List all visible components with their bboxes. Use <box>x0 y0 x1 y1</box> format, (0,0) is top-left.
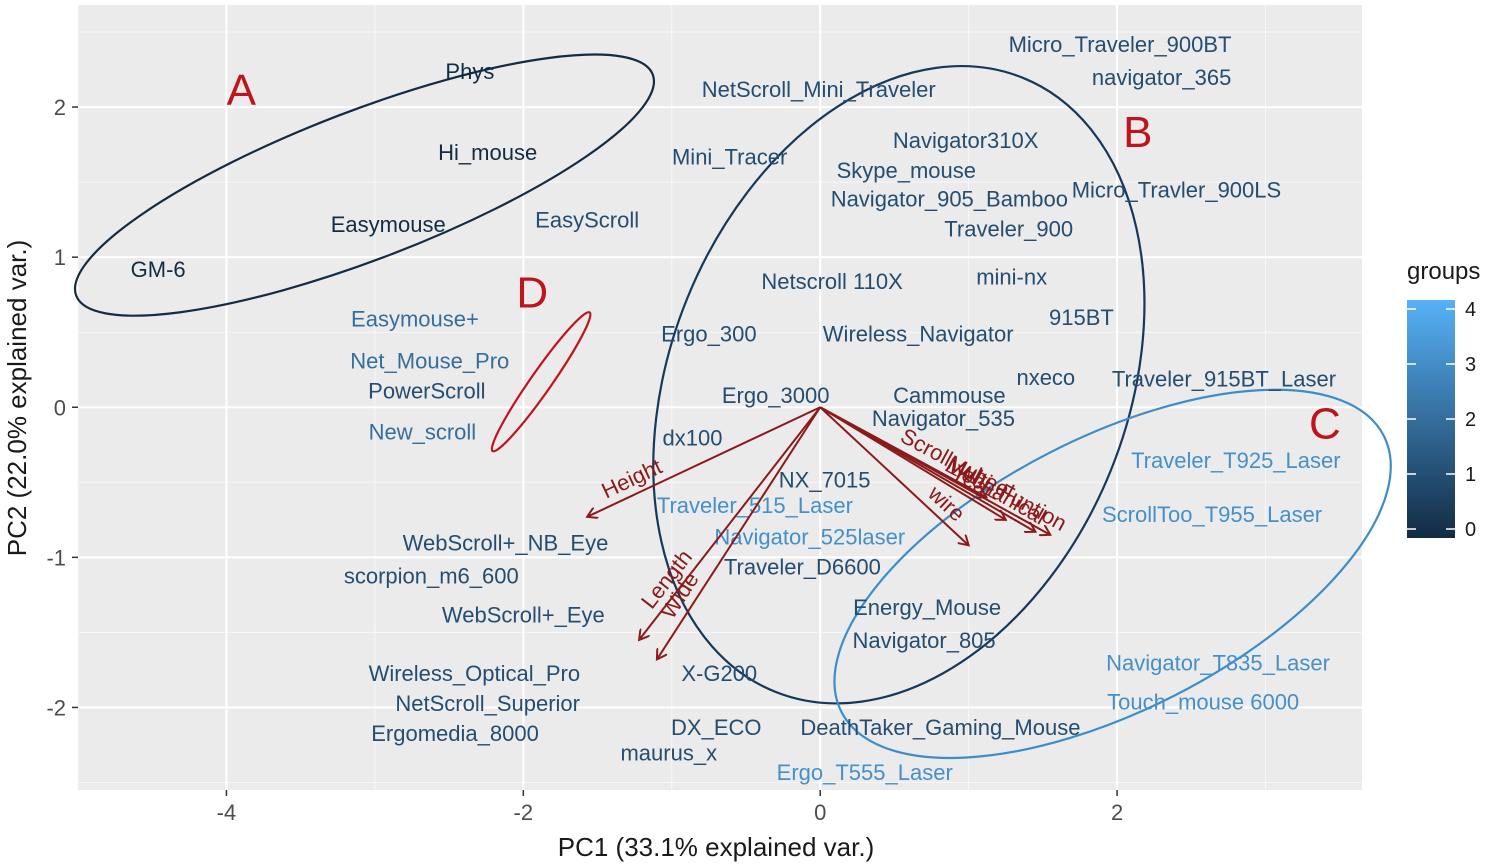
loading-arrow <box>657 406 822 659</box>
point-label: navigator_365 <box>1092 65 1231 90</box>
cluster-letter-c: C <box>1309 399 1341 448</box>
point-label: Easymouse+ <box>351 307 479 332</box>
point-label: mini-nx <box>976 265 1047 290</box>
legend-ticks: 0 1 2 3 4 <box>1407 299 1476 541</box>
point-label: Navigator_T835_Laser <box>1106 650 1330 675</box>
point-label: Navigator_905_Bamboo <box>831 187 1068 212</box>
axes: -4 -2 0 2 -2 -1 0 1 2 <box>46 95 1123 825</box>
plot-panel <box>78 5 1362 790</box>
loading-arrow <box>819 406 968 545</box>
point-label: Energy_Mouse <box>853 595 1001 620</box>
point-label: Cammouse <box>893 383 1005 408</box>
point-label: DeathTaker_Gaming_Mouse <box>800 715 1080 740</box>
point-label: Ergo_T555_Laser <box>777 760 953 785</box>
x-axis-title: PC1 (33.1% explained var.) <box>558 832 875 862</box>
legend-tick-label: 4 <box>1465 299 1476 321</box>
point-label: Navigator_805 <box>853 628 996 653</box>
point-label: WebScroll+_Eye <box>442 602 605 627</box>
loading-arrow <box>819 406 1050 535</box>
point-label: Traveler_900 <box>944 217 1073 242</box>
cluster-letter-b: B <box>1123 108 1152 157</box>
point-label: Navigator_525laser <box>714 524 905 549</box>
y-tick-label: -2 <box>46 695 66 720</box>
cluster-letter-d: D <box>516 269 548 318</box>
cluster-ellipse-a <box>73 53 656 317</box>
x-tick-label: 2 <box>1111 800 1123 825</box>
x-tick-label: -4 <box>217 800 237 825</box>
point-label: Navigator310X <box>893 128 1039 153</box>
point-label: Wireless_Optical_Pro <box>369 661 581 686</box>
cluster-ellipses <box>73 53 1392 760</box>
y-tick-label: -1 <box>46 545 66 570</box>
legend-tick-label: 1 <box>1465 464 1476 486</box>
legend: groups 0 1 2 3 4 <box>1407 258 1480 541</box>
point-label: Easymouse <box>331 212 446 237</box>
point-label: NX_7015 <box>779 467 871 492</box>
loading-arrow <box>639 406 821 640</box>
legend-title: groups <box>1407 258 1480 285</box>
point-label: 915BT <box>1049 305 1114 330</box>
point-label: New_scroll <box>369 419 477 444</box>
point-label: X-G200 <box>681 661 757 686</box>
point-label: Ergo_3000 <box>722 383 830 408</box>
point-label: Traveler_D6600 <box>724 554 881 579</box>
y-axis-title: PC2 (22.0% explained var.) <box>2 240 32 557</box>
point-label: DX_ECO <box>671 715 761 740</box>
point-label: Ergomedia_8000 <box>371 721 539 746</box>
point-label: scorpion_m6_600 <box>344 563 519 588</box>
point-label: NetScroll_Mini_Traveler <box>702 77 936 102</box>
point-label: NetScroll_Superior <box>395 691 580 716</box>
point-label: Traveler_515_Laser <box>657 493 853 518</box>
point-label: ScrollToo_T955_Laser <box>1102 502 1322 527</box>
point-label: Touch_mouse 6000 <box>1107 689 1299 714</box>
point-label: Ergo_300 <box>661 322 756 347</box>
cluster-letters: A B C D <box>227 66 1341 448</box>
point-label: EasyScroll <box>535 208 639 233</box>
point-label: nxeco <box>1016 365 1075 390</box>
point-label: Micro_Traveler_900BT <box>1009 32 1232 57</box>
grid-lines <box>77 5 1362 790</box>
point-label: Wireless_Navigator <box>823 322 1014 347</box>
y-tick-label: 2 <box>54 95 66 120</box>
y-tick-label: 0 <box>54 395 66 420</box>
point-label: dx100 <box>663 425 723 450</box>
point-label: Hi_mouse <box>438 140 537 165</box>
x-tick-label: -2 <box>514 800 534 825</box>
point-label: Net_Mouse_Pro <box>350 349 509 374</box>
cluster-ellipse-b <box>652 65 1146 705</box>
point-label: maurus_x <box>620 740 717 765</box>
point-label: Traveler_915BT_Laser <box>1112 367 1336 392</box>
point-label: GM-6 <box>131 257 186 282</box>
legend-tick-label: 0 <box>1465 519 1476 541</box>
point-label: Traveler_T925_Laser <box>1131 448 1341 473</box>
cluster-letter-a: A <box>227 66 257 115</box>
loading-arrow <box>587 406 821 517</box>
point-label: Micro_Travler_900LS <box>1072 178 1282 203</box>
legend-tick-label: 3 <box>1465 354 1476 376</box>
x-tick-label: 0 <box>814 800 826 825</box>
cluster-ellipse-c <box>833 388 1392 760</box>
point-label: WebScroll+_NB_Eye <box>403 530 609 555</box>
legend-tick-label: 2 <box>1465 409 1476 431</box>
sample-labels: Micro_Traveler_900BT navigator_365 NetScro… <box>131 32 1341 785</box>
point-label: Phys <box>445 59 494 84</box>
point-label: Skype_mouse <box>837 158 976 183</box>
point-label: Navigator_535 <box>872 406 1015 431</box>
point-label: Netscroll 110X <box>761 269 903 294</box>
point-label: PowerScroll <box>368 379 485 404</box>
point-label: Mini_Tracer <box>672 145 787 170</box>
cluster-ellipse-d <box>490 311 592 453</box>
y-tick-label: 1 <box>54 245 66 270</box>
